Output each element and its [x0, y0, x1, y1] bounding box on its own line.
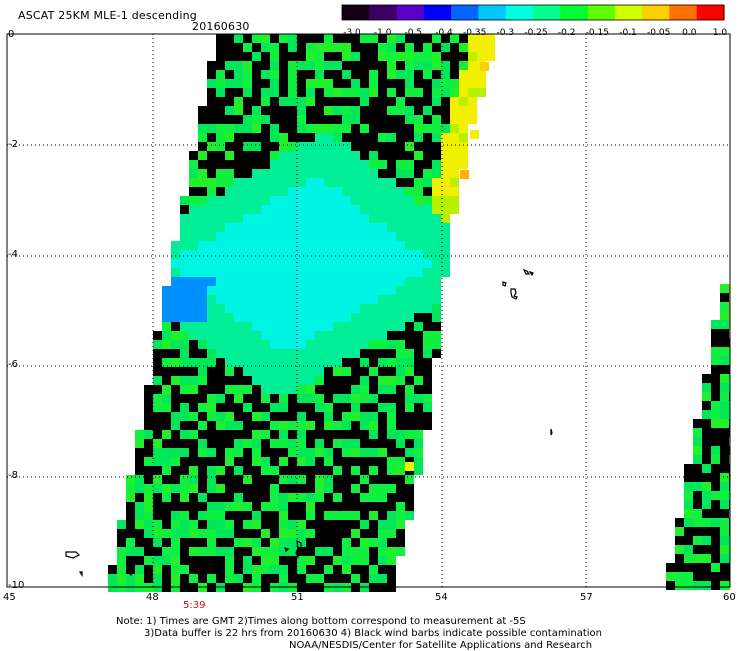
colorbar-label: -0.5 — [404, 28, 423, 38]
colorbar-segment — [669, 5, 698, 20]
colorbar-segment — [396, 5, 425, 20]
colorbar-segment — [587, 5, 616, 20]
colorbar-label: -0.25 — [524, 28, 548, 38]
colorbar-segment — [423, 5, 452, 20]
island-outline — [295, 539, 302, 559]
x-tick-1: 48 — [146, 592, 159, 603]
colorbar-segment — [533, 5, 561, 20]
colorbar-label: 0.0 — [682, 28, 697, 38]
island-outline — [126, 570, 134, 577]
x-tick-5: 60 — [723, 592, 736, 603]
colorbar-segment — [342, 5, 370, 20]
scatterometer-swaths — [108, 34, 730, 592]
x-tick-3: 54 — [435, 592, 448, 603]
colorbar-segment — [696, 5, 725, 20]
plot-frame — [6, 33, 731, 588]
y-tick-2: -4 — [8, 249, 18, 260]
y-tick-4: -8 — [8, 470, 18, 481]
y-tick-0: 0 — [8, 29, 15, 40]
colorbar-segment — [560, 5, 589, 20]
island-outline — [528, 270, 534, 277]
colorbar-label: -0.4 — [435, 28, 453, 38]
land-outlines — [65, 268, 553, 577]
island-outline — [78, 571, 83, 577]
colorbar — [341, 4, 725, 21]
colorbar-label: -0.2 — [557, 28, 576, 38]
colorbar-label: -3.0 — [343, 28, 361, 38]
colorbar-segment — [369, 5, 398, 20]
island-outline — [522, 268, 531, 275]
lat-lon-grid — [7, 34, 730, 587]
island-outline — [510, 288, 518, 300]
y-tick-5: -10 — [8, 580, 25, 591]
y-tick-3: -6 — [8, 359, 18, 370]
island-outline — [65, 551, 81, 559]
map-date: 20160630 — [192, 20, 250, 33]
colorbar-label: -0.1 — [619, 28, 637, 38]
colorbar-label: -0.3 — [496, 28, 515, 38]
colorbar-segment — [505, 5, 534, 20]
map-title: ASCAT 25KM MLE-1 descending — [18, 9, 197, 22]
colorbar-segment — [614, 5, 643, 20]
colorbar-label: 1.0 — [712, 28, 728, 38]
note-line-2: 3)Data buffer is 22 hrs from 20160630 4)… — [144, 628, 602, 639]
colorbar-label: -0.35 — [463, 28, 487, 38]
colorbar-segment — [478, 5, 507, 20]
time-label: 5:39 — [183, 600, 206, 611]
colorbar-segment — [451, 5, 480, 20]
note-line-3: NOAA/NESDIS/Center for Satellite Applica… — [289, 640, 593, 651]
colorbar-segment — [642, 5, 671, 20]
colorbar-label: -0.15 — [585, 28, 609, 38]
colorbar-label: -0.05 — [647, 28, 671, 38]
island-outline — [284, 547, 290, 553]
colorbar-label: -1.0 — [373, 28, 392, 38]
x-tick-4: 57 — [580, 592, 593, 603]
y-tick-1: -2 — [8, 139, 18, 150]
island-outline — [502, 281, 507, 287]
x-tick-0: 45 — [3, 592, 16, 603]
note-line-1: Note: 1) Times are GMT 2)Times along bot… — [116, 616, 526, 627]
x-tick-2: 51 — [291, 592, 304, 603]
island-outline — [550, 428, 553, 436]
